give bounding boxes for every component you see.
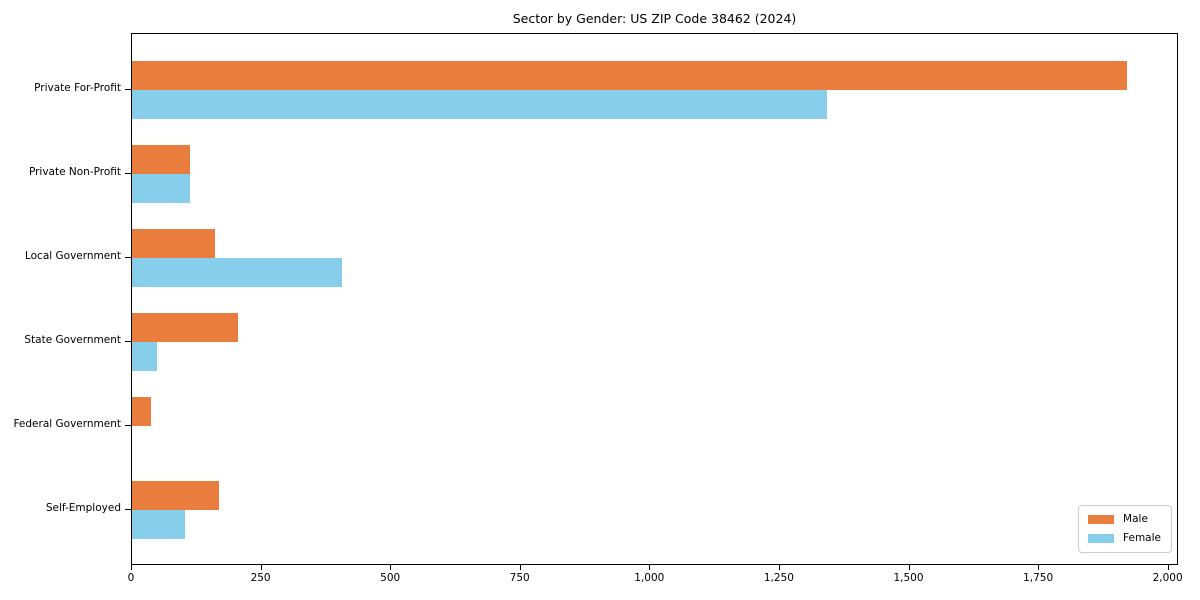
x-tick-label: 1,750 [1023,572,1054,584]
x-tick-label: 2,000 [1152,572,1183,584]
x-tick-label: 500 [380,572,401,584]
x-tick-mark [778,565,780,570]
x-tick-label: 0 [127,572,135,584]
x-tick-mark [649,565,651,570]
bar-male-3 [132,229,215,258]
bar-female-4 [132,342,157,371]
x-tick-mark [1038,565,1040,570]
legend-swatch-female-icon [1088,534,1115,543]
legend-label-female: Female [1123,532,1161,544]
bar-female-6 [132,510,185,539]
y-tick-label: Federal Government [13,418,121,430]
legend-row-male: Male [1088,514,1161,525]
y-tick-label: Local Government [24,250,121,262]
bar-male-2 [132,145,191,174]
y-tick-mark [125,509,131,510]
x-tick-mark [260,565,262,570]
y-tick-mark [125,89,131,90]
y-tick-label: Private For-Profit [34,82,121,94]
x-tick-label: 250 [250,572,271,584]
bar-male-5 [132,397,152,426]
y-tick-mark [125,257,131,258]
y-tick-label: State Government [24,334,121,346]
bar-female-2 [132,174,191,203]
bar-female-3 [132,258,343,287]
y-tick-mark [125,173,131,174]
bar-female-1 [132,90,827,119]
x-tick-mark [1167,565,1169,570]
y-tick-mark [125,425,131,426]
x-tick-label: 1,250 [763,572,794,584]
legend: Male Female [1078,505,1172,553]
legend-swatch-male-icon [1088,515,1115,524]
x-tick-mark [908,565,910,570]
bar-male-6 [132,481,219,510]
legend-label-male: Male [1123,513,1148,525]
x-tick-label: 1,500 [893,572,924,584]
y-tick-mark [125,341,131,342]
bar-male-4 [132,313,239,342]
y-tick-label: Private Non-Profit [28,166,121,178]
x-tick-mark [131,565,132,570]
y-tick-label: Self-Employed [45,502,121,514]
plot-area: Male Female [131,33,1178,565]
legend-row-female: Female [1088,533,1161,544]
bar-male-1 [132,61,1128,90]
x-tick-label: 1,000 [634,572,665,584]
x-tick-mark [390,565,392,570]
chart-title: Sector by Gender: US ZIP Code 38462 (202… [512,11,797,26]
x-tick-label: 750 [509,572,530,584]
x-tick-mark [519,565,521,570]
